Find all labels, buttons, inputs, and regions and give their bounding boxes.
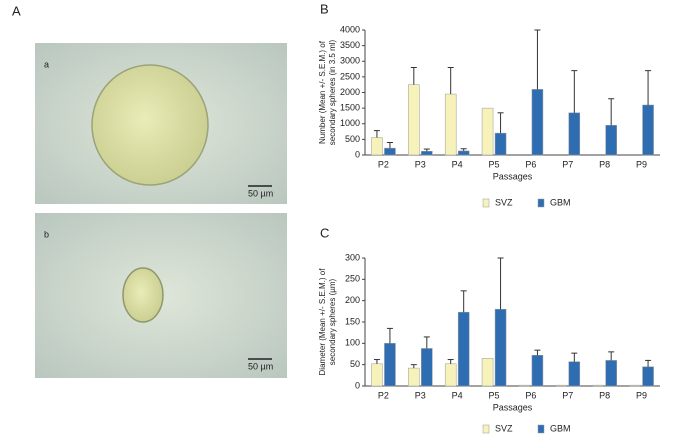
x-tick-label: P4 — [452, 390, 463, 400]
bar — [592, 384, 604, 387]
image-label: a — [44, 59, 49, 69]
bar — [371, 137, 383, 156]
x-tick-label: P9 — [636, 390, 647, 400]
sphere — [91, 64, 209, 186]
bar — [384, 343, 396, 387]
y-axis-label: secondary spheres (µm) — [328, 278, 337, 365]
image-label: b — [44, 229, 49, 239]
sphere — [122, 267, 164, 323]
y-tick-label: 0 — [355, 380, 360, 390]
bar — [518, 384, 531, 387]
bar — [555, 384, 568, 387]
y-tick-label: 50 — [350, 359, 360, 369]
scale-label: 50 µm — [248, 188, 273, 198]
legend-label: SVZ — [495, 197, 513, 207]
y-axis-label: Number (Mean +/- S.E.M.) of — [318, 40, 327, 144]
bar — [481, 107, 494, 156]
y-tick-label: 1000 — [340, 118, 360, 128]
y-tick-label: 4000 — [340, 24, 360, 34]
legend-label: GBM — [550, 423, 571, 433]
bar — [494, 308, 507, 387]
legend-swatch — [482, 424, 490, 434]
bar — [568, 361, 581, 387]
bar — [531, 355, 544, 387]
bar — [642, 366, 654, 387]
y-tick-label: 1500 — [340, 103, 360, 113]
bar — [605, 125, 617, 156]
scale-label: 50 µm — [248, 361, 273, 371]
x-tick-label: P2 — [378, 390, 389, 400]
x-axis-label: Passages — [493, 402, 533, 412]
x-tick-label: P6 — [525, 159, 536, 169]
y-tick-label: 150 — [345, 316, 360, 326]
x-tick-label: P5 — [489, 390, 500, 400]
x-tick-label: P3 — [415, 159, 426, 169]
y-tick-label: 100 — [345, 338, 360, 348]
bar — [457, 150, 470, 156]
x-tick-label: P7 — [562, 159, 573, 169]
legend-swatch — [537, 424, 545, 434]
bar — [531, 89, 544, 156]
y-tick-label: 200 — [345, 295, 360, 305]
x-tick-label: P3 — [415, 390, 426, 400]
bar — [444, 363, 457, 387]
y-tick-label: 250 — [345, 274, 360, 284]
bar — [421, 151, 433, 156]
bar — [605, 360, 617, 387]
legend-label: SVZ — [495, 423, 513, 433]
bar — [421, 348, 433, 387]
bar — [481, 358, 494, 387]
bar — [494, 132, 507, 156]
bar — [444, 93, 457, 156]
legend-label: GBM — [550, 197, 571, 207]
bar — [457, 311, 470, 387]
y-tick-label: 0 — [355, 149, 360, 159]
bar — [408, 367, 420, 387]
bar — [371, 363, 383, 387]
x-tick-label: P2 — [378, 159, 389, 169]
bar — [384, 147, 396, 156]
legend-swatch — [537, 198, 545, 208]
y-tick-label: 500 — [345, 134, 360, 144]
x-tick-label: P7 — [562, 390, 573, 400]
panel-label: B — [320, 1, 329, 16]
x-tick-label: P8 — [599, 159, 610, 169]
legend-swatch — [482, 198, 490, 208]
y-tick-label: 3500 — [340, 40, 360, 50]
panel-label: C — [320, 225, 329, 240]
bar — [568, 112, 581, 156]
y-tick-label: 2000 — [340, 87, 360, 97]
bar — [408, 84, 420, 156]
x-tick-label: P9 — [636, 159, 647, 169]
y-axis-label: Diameter (Mean +/- S.E.M.) of — [318, 268, 327, 376]
y-axis-label: secondary spheres (in 3.5 ml) — [328, 39, 337, 145]
bar — [642, 104, 654, 156]
bar — [629, 384, 641, 387]
x-tick-label: P8 — [599, 390, 610, 400]
x-tick-label: P5 — [489, 159, 500, 169]
x-tick-label: P4 — [452, 159, 463, 169]
y-tick-label: 3000 — [340, 56, 360, 66]
y-tick-label: 300 — [345, 252, 360, 262]
panel-label: A — [12, 3, 21, 18]
x-axis-label: Passages — [493, 171, 533, 181]
x-tick-label: P6 — [525, 390, 536, 400]
y-tick-label: 2500 — [340, 71, 360, 81]
